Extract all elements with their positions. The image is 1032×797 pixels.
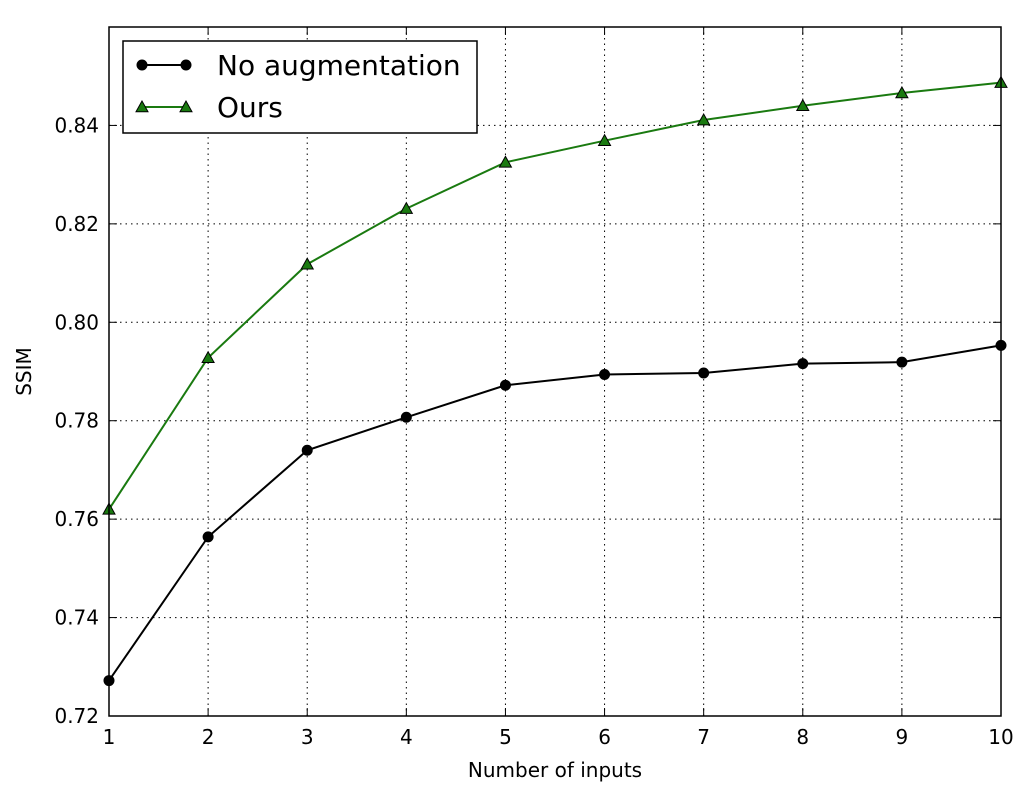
data-point bbox=[399, 201, 414, 214]
legend-marker bbox=[135, 99, 149, 113]
axis-ticks: 1 2 3 4 5 6 7 8 9 10 0.72 0.74 0.76 0.78 0.80 0.82 0.84 bbox=[54, 27, 1014, 749]
data-point bbox=[201, 350, 215, 364]
grid bbox=[109, 27, 1001, 716]
data-point bbox=[400, 411, 412, 423]
x-tick-label: 9 bbox=[896, 725, 909, 749]
data-point bbox=[300, 257, 315, 270]
y-tick-label: 0.78 bbox=[54, 409, 99, 433]
legend-label: No augmentation bbox=[217, 49, 461, 82]
data-point bbox=[301, 444, 313, 456]
data-point bbox=[797, 358, 809, 370]
y-tick-label: 0.72 bbox=[54, 704, 99, 728]
series-line bbox=[108, 81, 1002, 510]
data-point bbox=[696, 112, 711, 126]
data-point bbox=[202, 531, 214, 543]
x-tick-label: 2 bbox=[202, 725, 215, 749]
y-tick-label: 0.84 bbox=[54, 113, 99, 137]
legend-marker bbox=[136, 59, 148, 71]
y-tick-label: 0.80 bbox=[54, 310, 99, 334]
data-point bbox=[597, 133, 612, 146]
legend: No augmentation Ours bbox=[122, 40, 478, 134]
x-tick-label: 4 bbox=[400, 725, 413, 749]
x-tick-label: 1 bbox=[103, 725, 116, 749]
legend-item: Ours bbox=[135, 91, 283, 124]
y-tick-label: 0.74 bbox=[54, 606, 99, 630]
data-point bbox=[698, 367, 710, 379]
y-tick-label: 0.82 bbox=[54, 212, 99, 236]
plot-frame bbox=[108, 26, 1002, 717]
legend-label: Ours bbox=[217, 91, 283, 124]
x-tick-label: 5 bbox=[499, 725, 512, 749]
data-point bbox=[498, 155, 513, 168]
data-point bbox=[895, 85, 909, 99]
data-point bbox=[896, 356, 908, 368]
x-tick-label: 6 bbox=[598, 725, 611, 749]
x-axis-label: Number of inputs bbox=[468, 758, 642, 782]
y-tick-label: 0.76 bbox=[54, 507, 99, 531]
y-axis-label: SSIM bbox=[12, 347, 36, 396]
legend-item: No augmentation bbox=[136, 49, 461, 82]
legend-marker bbox=[180, 59, 192, 71]
data-point bbox=[795, 98, 810, 112]
x-tick-label: 3 bbox=[301, 725, 314, 749]
data-point bbox=[499, 379, 511, 391]
series-line bbox=[108, 344, 1002, 682]
x-tick-label: 8 bbox=[796, 725, 809, 749]
legend-box bbox=[122, 40, 478, 134]
data-point bbox=[599, 368, 611, 380]
legend-marker bbox=[179, 99, 193, 113]
x-tick-label: 10 bbox=[988, 725, 1013, 749]
x-tick-label: 7 bbox=[697, 725, 710, 749]
